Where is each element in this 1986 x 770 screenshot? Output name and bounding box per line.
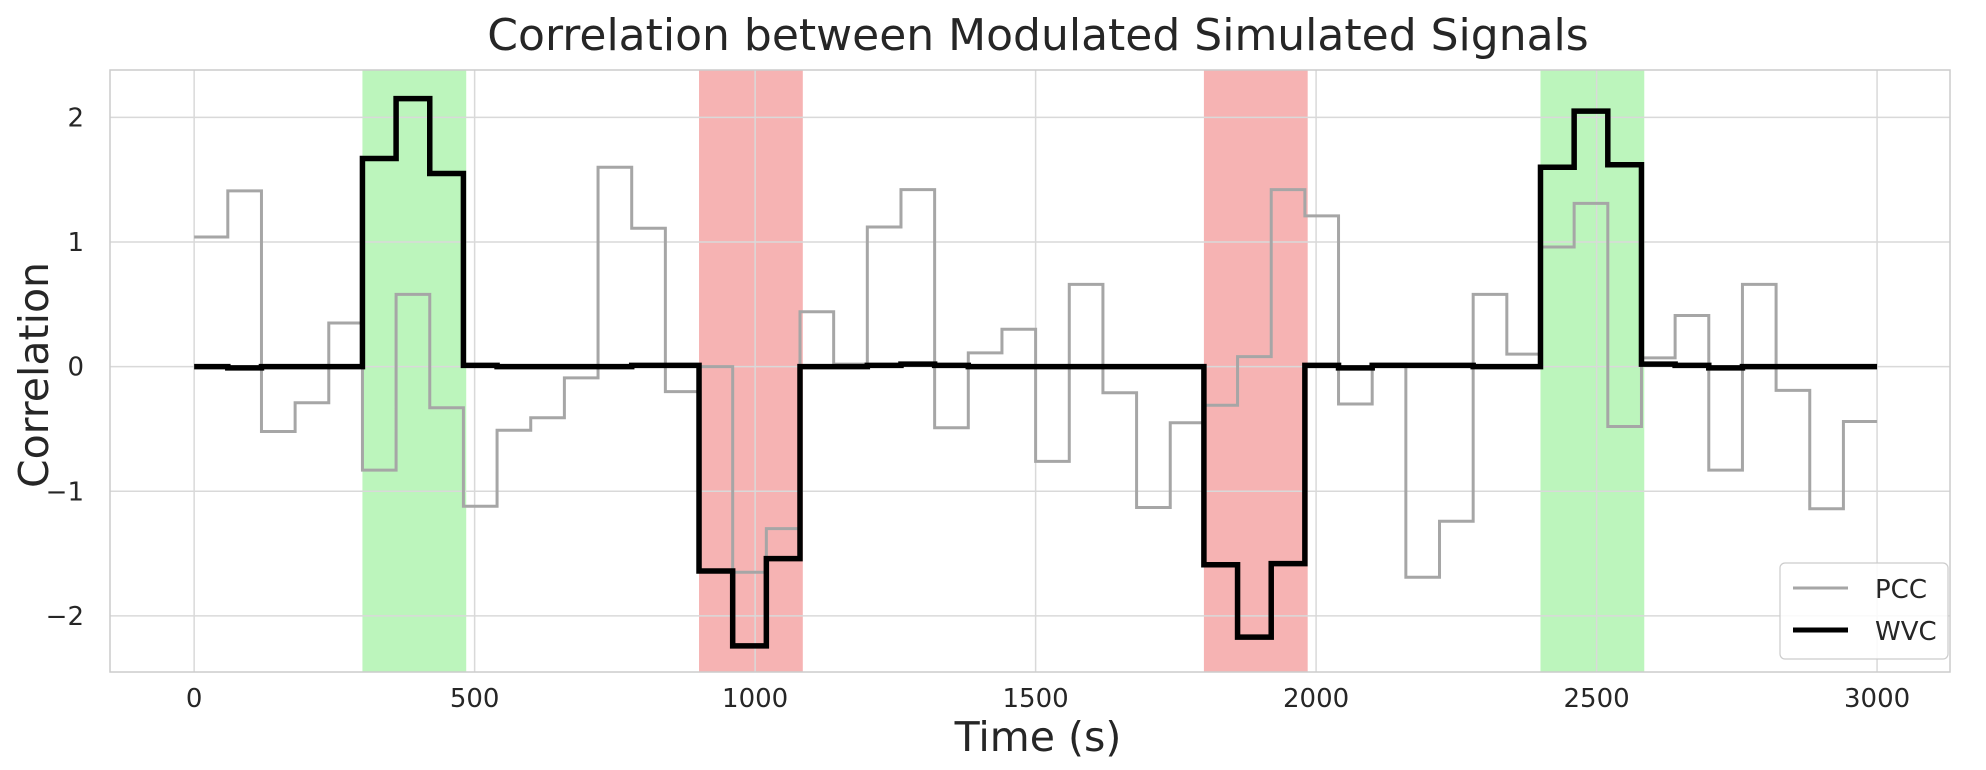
x-tick-label: 1500 (1003, 684, 1069, 714)
y-axis-ticks: −2 −1 0 1 2 (46, 103, 84, 632)
y-tick-label: −2 (46, 602, 84, 632)
series-line-wvc (194, 95, 1878, 649)
y-tick-label: 1 (67, 228, 84, 258)
x-tick-label: 500 (450, 684, 500, 714)
legend: PCC WVC (1779, 562, 1949, 660)
y-tick-label: 0 (67, 353, 84, 383)
y-axis-label: Correlation (10, 262, 58, 488)
x-axis-label: Time (s) (954, 713, 1122, 761)
y-tick-label: −1 (46, 477, 84, 507)
series-line-pcc (194, 165, 1878, 579)
x-axis-ticks: 0 500 1000 1500 2000 2500 3000 (186, 684, 1910, 714)
plot-frame (109, 69, 1951, 673)
series-layer (194, 95, 1878, 649)
x-tick-label: 2000 (1283, 684, 1349, 714)
legend-label-pcc: PCC (1875, 575, 1927, 605)
highlight-regions (362, 70, 1645, 672)
highlight-region (699, 70, 803, 672)
highlight-region (1540, 70, 1645, 672)
x-tick-label: 3000 (1844, 684, 1910, 714)
x-tick-label: 0 (186, 684, 203, 714)
x-tick-label: 2500 (1563, 684, 1629, 714)
y-tick-label: 2 (67, 103, 84, 133)
highlight-region (362, 70, 467, 672)
chart-title: Correlation between Modulated Simulated … (487, 10, 1588, 61)
x-tick-label: 1000 (722, 684, 788, 714)
highlight-region (1203, 70, 1308, 672)
legend-label-wvc: WVC (1875, 617, 1937, 647)
